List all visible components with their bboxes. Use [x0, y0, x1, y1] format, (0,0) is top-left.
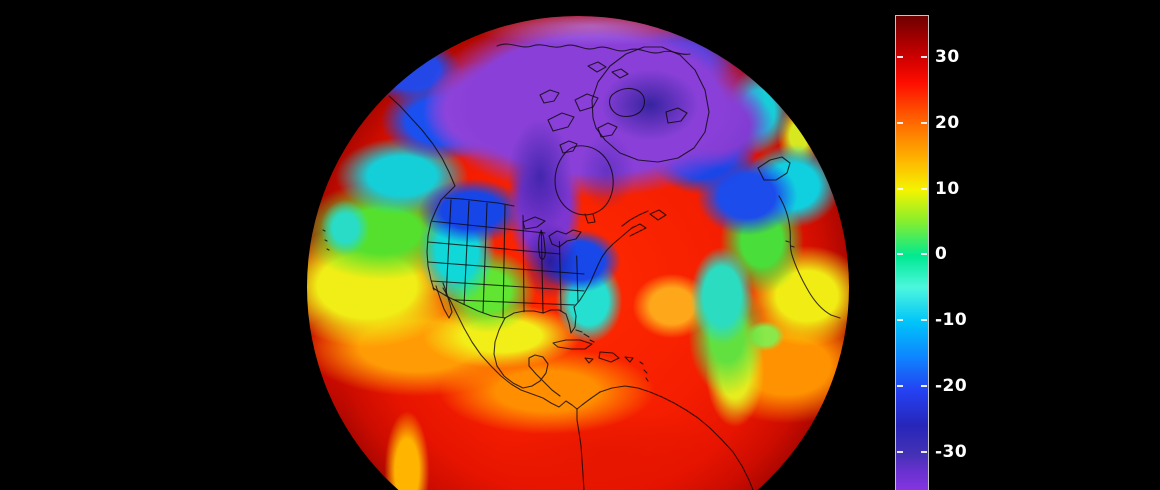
tick-mark-right — [921, 385, 927, 387]
tick-mark-right — [921, 253, 927, 256]
colorbar-tick-label: 0 — [935, 244, 948, 265]
colorbar: 30 20 10 0 -10 -20 -30 — [895, 15, 1025, 490]
tick-mark-right — [921, 121, 927, 124]
tick-mark-right — [921, 450, 927, 453]
globe-temperature-map — [307, 16, 849, 490]
tick-mark-left — [897, 56, 903, 58]
colorbar-tick-label: 10 — [935, 178, 960, 199]
colorbar-tick-label: -30 — [935, 441, 968, 462]
tick-mark-left — [897, 385, 903, 387]
tick-mark-right — [921, 319, 927, 322]
tick-mark-left — [897, 187, 903, 190]
tick-mark-left — [897, 450, 903, 453]
colorbar-tick-label: 20 — [935, 112, 960, 133]
colorbar-tick-label: 30 — [935, 47, 960, 67]
tick-mark-right — [921, 187, 927, 190]
colorbar-tick-label: -10 — [935, 310, 968, 331]
tick-mark-left — [897, 253, 903, 256]
colorbar-tick-label: -20 — [935, 376, 968, 396]
tick-mark-left — [897, 121, 903, 124]
tick-mark-right — [921, 56, 927, 58]
colorbar-gradient — [895, 15, 929, 490]
tick-mark-left — [897, 319, 903, 322]
